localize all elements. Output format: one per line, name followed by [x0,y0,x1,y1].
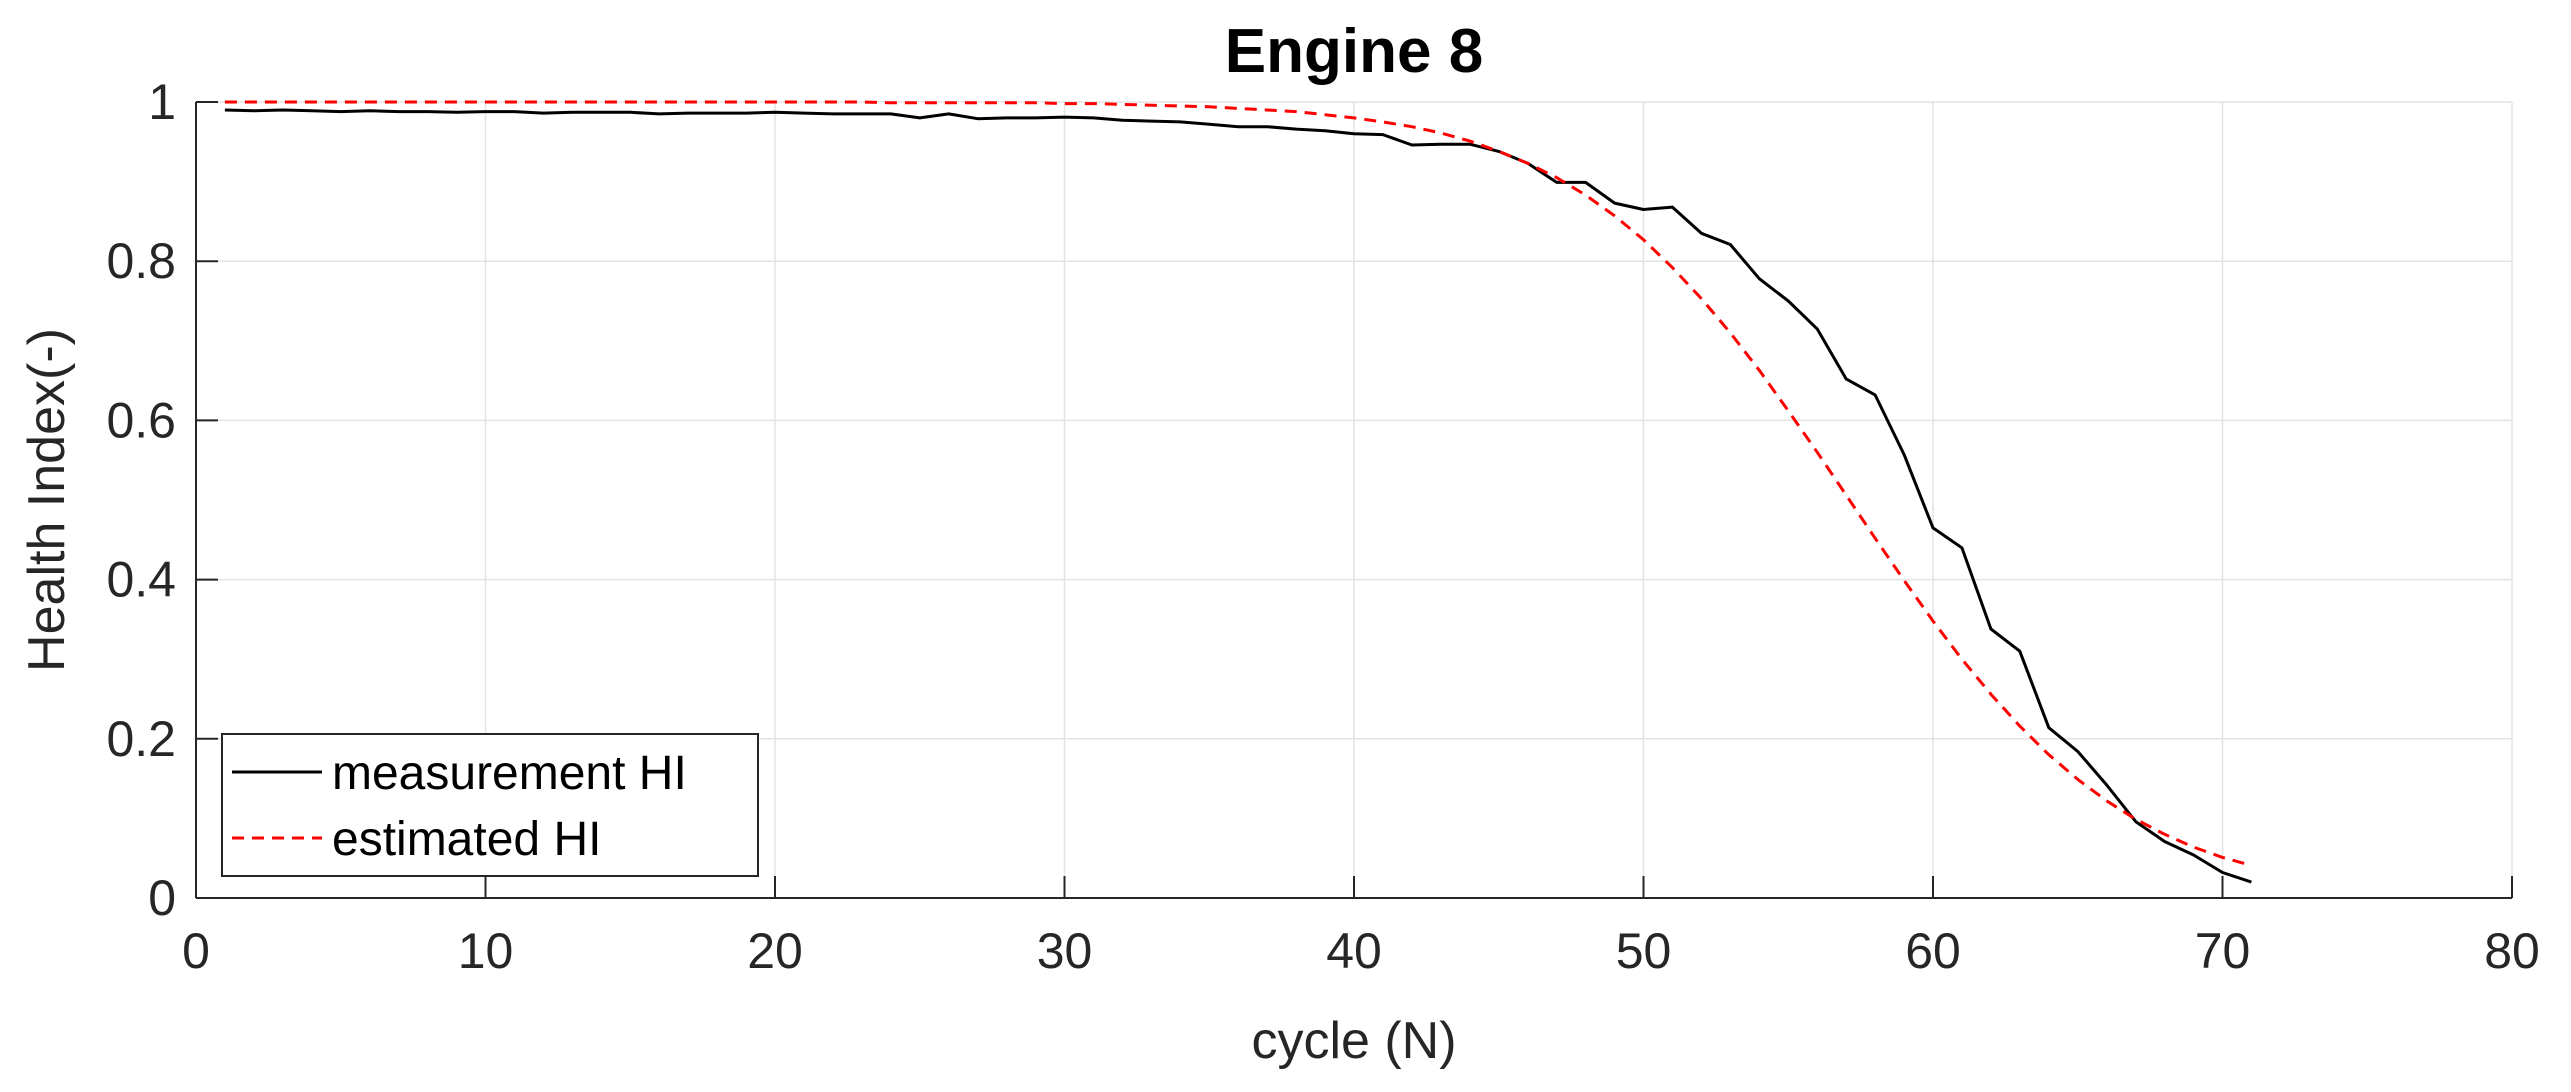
legend-box [221,733,759,877]
x-tick-label: 30 [1037,923,1093,979]
chart-title: Engine 8 [1225,17,1483,86]
tick-labels: 0 10 20 30 40 50 60 70 80 0 0.2 0.4 0.6 0.8 1 [106,74,2539,979]
x-tick-label: 10 [458,923,514,979]
x-tick-label: 50 [1616,923,1672,979]
x-tick-label: 70 [2195,923,2251,979]
y-tick-label: 1 [148,74,176,130]
y-axis-title: Health Index(-) [18,328,76,672]
axes [195,101,2513,899]
y-tick-label: 0.4 [106,552,176,608]
y-tick-label: 0.8 [106,233,176,289]
x-tick-label: 80 [2484,923,2540,979]
x-axis-title: cycle (N) [1251,1012,1456,1070]
y-tick-label: 0.2 [106,711,176,767]
x-tick-label: 40 [1326,923,1382,979]
x-tick-label: 60 [1905,923,1961,979]
series-lines [224,100,2252,884]
y-tick-label: 0 [148,870,176,926]
legend: measurement HI estimated HI [221,733,759,877]
x-tick-label: 0 [182,923,210,979]
series-line-measurement-hi [224,108,2252,884]
legend-label-measurement: measurement HI [332,747,687,800]
x-tick-label: 20 [747,923,803,979]
legend-label-estimated: estimated HI [332,813,601,866]
y-tick-label: 0.6 [106,392,176,448]
